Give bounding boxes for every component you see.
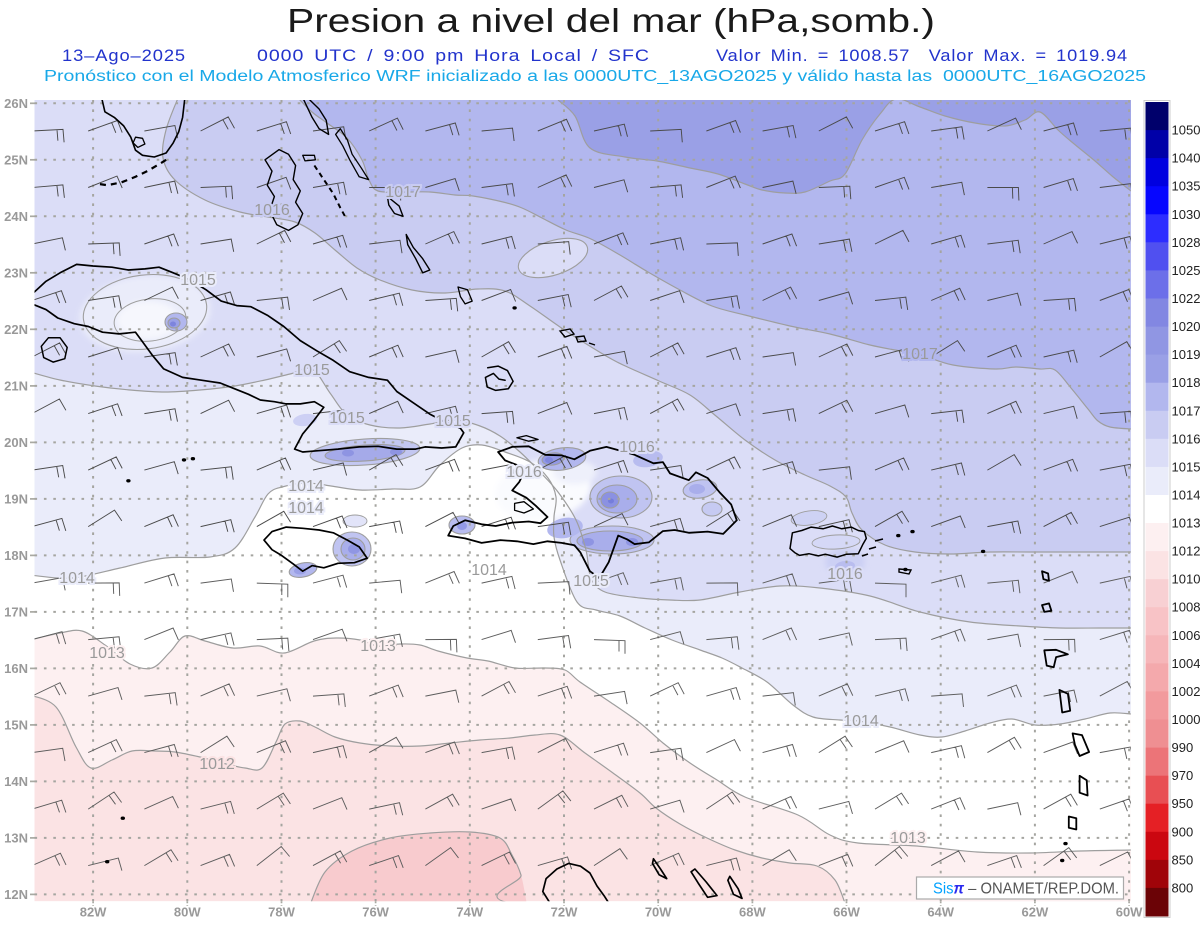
svg-text:22N: 22N: [4, 322, 28, 337]
svg-text:15N: 15N: [4, 717, 28, 732]
svg-text:17N: 17N: [4, 604, 28, 619]
svg-text:1017: 1017: [902, 346, 938, 363]
svg-text:66W: 66W: [833, 905, 860, 920]
svg-text:1015: 1015: [329, 410, 365, 427]
svg-text:23N: 23N: [4, 265, 28, 280]
svg-text:1020: 1020: [1172, 319, 1200, 334]
svg-text:1016: 1016: [254, 202, 290, 219]
svg-text:64W: 64W: [927, 905, 954, 920]
svg-text:1015: 1015: [180, 272, 216, 289]
svg-text:1010: 1010: [1172, 572, 1200, 587]
svg-text:1015: 1015: [1172, 459, 1200, 474]
svg-text:1000: 1000: [1172, 712, 1200, 727]
svg-text:24N: 24N: [4, 209, 28, 224]
svg-text:990: 990: [1172, 740, 1194, 755]
svg-text:13–Ago–2025: 13–Ago–2025: [62, 47, 186, 65]
svg-text:19N: 19N: [4, 491, 28, 506]
svg-text:1012: 1012: [1172, 544, 1200, 559]
svg-text:970: 970: [1172, 768, 1194, 783]
svg-text:1017: 1017: [1172, 403, 1200, 418]
svg-text:1028: 1028: [1172, 235, 1200, 250]
svg-text:1016: 1016: [1172, 431, 1200, 446]
svg-text:1014: 1014: [1172, 488, 1200, 503]
svg-text:1018: 1018: [1172, 375, 1200, 390]
svg-text:1015: 1015: [435, 413, 471, 430]
svg-text:1040: 1040: [1172, 151, 1200, 166]
svg-text:1013: 1013: [1172, 516, 1200, 531]
svg-text:16N: 16N: [4, 661, 28, 676]
svg-text:Sisπ – ONAMET/REP.DOM.: Sisπ – ONAMET/REP.DOM.: [933, 881, 1119, 898]
svg-text:20N: 20N: [4, 435, 28, 450]
svg-text:70W: 70W: [645, 905, 672, 920]
svg-text:60W: 60W: [1116, 905, 1143, 920]
svg-text:26N: 26N: [4, 96, 28, 111]
svg-text:Pronóstico con el Modelo Atmos: Pronóstico con el Modelo Atmosferico WRF…: [44, 68, 1146, 85]
svg-text:1014: 1014: [471, 562, 507, 579]
svg-text:1012: 1012: [199, 756, 235, 773]
svg-text:1015: 1015: [294, 362, 330, 379]
svg-text:1025: 1025: [1172, 263, 1200, 278]
svg-text:21N: 21N: [4, 378, 28, 393]
svg-text:1014: 1014: [843, 713, 879, 730]
svg-text:1016: 1016: [827, 566, 863, 583]
svg-text:12N: 12N: [4, 887, 28, 902]
svg-text:1013: 1013: [890, 830, 926, 847]
svg-text:1013: 1013: [89, 645, 125, 662]
svg-text:18N: 18N: [4, 548, 28, 563]
svg-text:Valor Min. = 1008.57 Valor Ma: Valor Min. = 1008.57 Valor Max. = 1019.9…: [716, 47, 1128, 65]
svg-text:1014: 1014: [288, 500, 324, 517]
svg-text:72W: 72W: [551, 905, 578, 920]
svg-text:1030: 1030: [1172, 207, 1200, 222]
svg-text:800: 800: [1172, 880, 1194, 895]
svg-text:1014: 1014: [288, 478, 324, 495]
svg-text:1017: 1017: [385, 184, 421, 201]
svg-text:1014: 1014: [59, 570, 95, 587]
svg-text:0000 UTC / 9:00 pm Hora Local: 0000 UTC / 9:00 pm Hora Local / SFC: [257, 47, 650, 65]
svg-text:74W: 74W: [456, 905, 483, 920]
svg-text:1002: 1002: [1172, 684, 1200, 699]
svg-text:1035: 1035: [1172, 179, 1200, 194]
svg-text:1016: 1016: [506, 464, 542, 481]
svg-text:1015: 1015: [573, 573, 609, 590]
svg-text:13N: 13N: [4, 830, 28, 845]
svg-text:1013: 1013: [360, 638, 396, 655]
svg-text:80W: 80W: [174, 905, 201, 920]
svg-text:1019: 1019: [1172, 347, 1200, 362]
svg-text:78W: 78W: [268, 905, 295, 920]
svg-text:Presion a nivel del mar (hPa,s: Presion a nivel del mar (hPa,somb.): [287, 2, 935, 39]
svg-text:900: 900: [1172, 824, 1194, 839]
svg-text:76W: 76W: [362, 905, 389, 920]
svg-text:68W: 68W: [739, 905, 766, 920]
svg-text:1004: 1004: [1172, 656, 1200, 671]
svg-text:62W: 62W: [1022, 905, 1049, 920]
svg-text:1050: 1050: [1172, 123, 1200, 138]
svg-text:14N: 14N: [4, 774, 28, 789]
svg-text:82W: 82W: [80, 905, 107, 920]
svg-text:1006: 1006: [1172, 628, 1200, 643]
svg-text:1016: 1016: [619, 439, 655, 456]
svg-text:1008: 1008: [1172, 600, 1200, 615]
svg-text:950: 950: [1172, 796, 1194, 811]
svg-text:850: 850: [1172, 852, 1194, 867]
svg-text:25N: 25N: [4, 152, 28, 167]
svg-text:1022: 1022: [1172, 291, 1200, 306]
